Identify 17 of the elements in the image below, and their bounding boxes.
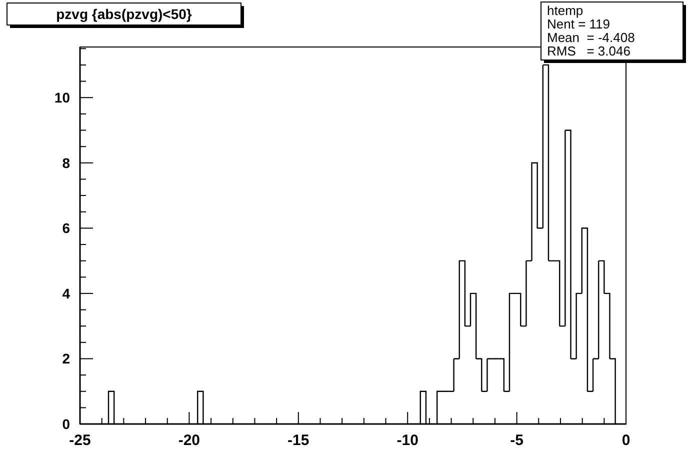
- text: htemp: [547, 3, 584, 18]
- x-tick-label: -25: [69, 432, 91, 449]
- y-tick-label: 0: [62, 416, 70, 432]
- text: Nent = 119: [547, 16, 610, 32]
- y-tick-label: 2: [62, 350, 70, 367]
- x-tick-label: -10: [396, 432, 418, 449]
- x-tick-label: -5: [510, 432, 524, 449]
- annotation: RMS = 3.046: [547, 44, 630, 58]
- x-tick-label: -20: [178, 432, 200, 449]
- x-tick-label: -15: [288, 432, 310, 449]
- y-tick-label: 4: [62, 285, 70, 302]
- y-tick-label: 10: [54, 90, 70, 106]
- chart-title: pzvg {abs(pzvg)<50}: [56, 6, 192, 22]
- text: Mean = -4.408: [547, 30, 635, 45]
- y-tick-label: 8: [62, 154, 70, 171]
- y-tick-label: 6: [62, 220, 70, 236]
- x-tick-label: 0: [622, 432, 630, 449]
